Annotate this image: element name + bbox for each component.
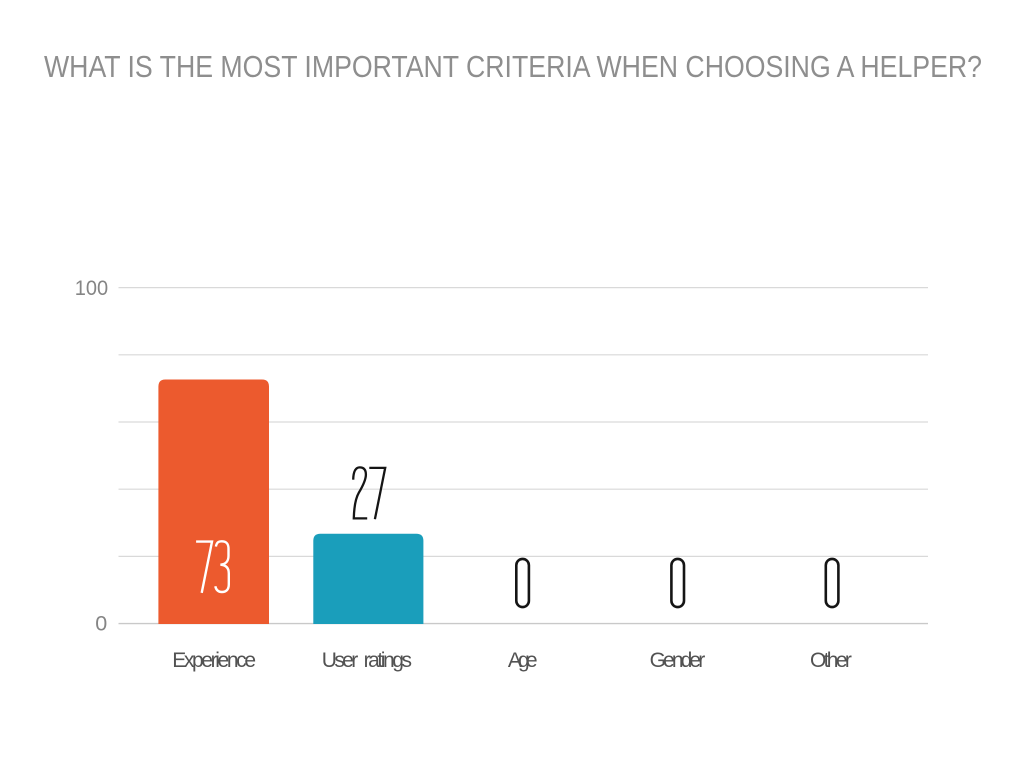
- svg-text:WHAT IS THE MOST IMPORTANT CRI: WHAT IS THE MOST IMPORTANT CRITERIA WHEN…: [44, 50, 982, 84]
- svg-text:Experience: Experience: [172, 649, 256, 672]
- svg-text:Other: Other: [810, 649, 852, 672]
- svg-text:0: 0: [95, 611, 107, 635]
- svg-text:Age: Age: [508, 649, 538, 672]
- svg-text:ratings: ratings: [364, 649, 412, 672]
- svg-text:User: User: [322, 649, 358, 672]
- svg-text:Gender: Gender: [650, 649, 706, 672]
- svg-text:100: 100: [75, 276, 109, 300]
